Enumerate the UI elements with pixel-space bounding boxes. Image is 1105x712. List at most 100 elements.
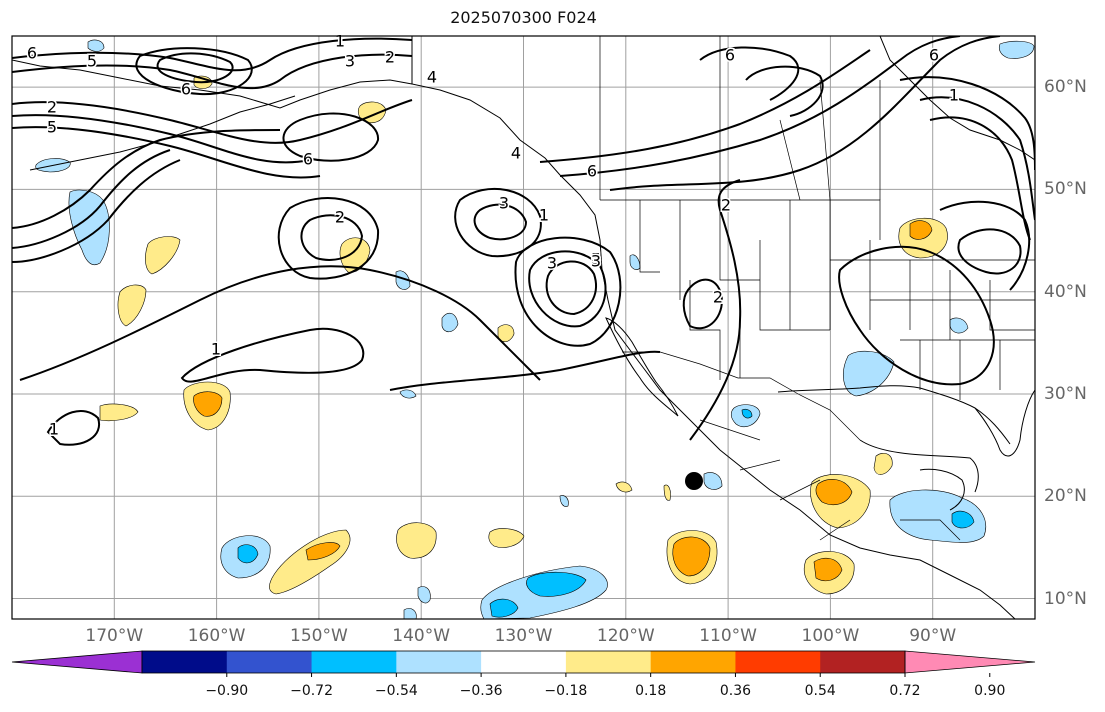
anomaly-patch bbox=[68, 189, 110, 266]
longitude-tick-label: 170°W bbox=[85, 626, 144, 646]
contour-label: 6 bbox=[27, 44, 37, 63]
anomaly-patch bbox=[417, 586, 431, 604]
colorbar-extend-low bbox=[11, 650, 143, 674]
colorbar-segment bbox=[650, 651, 736, 673]
anomaly-patch bbox=[909, 220, 933, 240]
contour-line bbox=[12, 114, 311, 164]
colorbar-tick-label: 0.72 bbox=[889, 683, 921, 699]
contour-label: 2 bbox=[721, 196, 731, 215]
latitude-tick-label: 20°N bbox=[1044, 486, 1087, 507]
state-lines bbox=[639, 200, 1035, 400]
anomaly-patch bbox=[526, 571, 587, 597]
chart-title: 2025070300 F024 bbox=[450, 8, 597, 27]
contour-line bbox=[12, 99, 413, 144]
colorbar bbox=[11, 650, 1036, 677]
colorbar-extend-high bbox=[904, 650, 1036, 674]
anomaly-patch bbox=[813, 557, 843, 582]
map-frame bbox=[11, 35, 1036, 620]
contour-line bbox=[609, 36, 1001, 191]
anomaly-patch bbox=[998, 40, 1035, 59]
anomaly-patch bbox=[741, 408, 753, 419]
latitude-tick-label: 60°N bbox=[1044, 77, 1087, 98]
anomaly-patch bbox=[489, 598, 519, 618]
florida bbox=[974, 389, 1035, 457]
contour-line bbox=[282, 112, 380, 162]
contour-label: 5 bbox=[87, 52, 97, 71]
anomaly-shading bbox=[35, 39, 1035, 619]
anomaly-patch bbox=[949, 317, 969, 334]
contour-line bbox=[919, 96, 1035, 221]
contour-line bbox=[180, 327, 365, 383]
colorbar-segment bbox=[311, 651, 397, 673]
contour-line bbox=[12, 159, 181, 263]
longitude-tick-label: 100°W bbox=[801, 626, 860, 646]
colorbar-segment bbox=[820, 651, 906, 673]
anomaly-patch bbox=[396, 522, 437, 559]
anomaly-patch bbox=[873, 453, 893, 475]
yucatan bbox=[919, 468, 965, 511]
contour-line bbox=[745, 65, 824, 117]
colorbar-tick-label: −0.36 bbox=[459, 683, 503, 699]
colorbar-tick-label: 0.54 bbox=[804, 683, 836, 699]
anomaly-patch bbox=[117, 284, 147, 327]
anomaly-patch bbox=[99, 403, 139, 422]
longitude-tick-label: 140°W bbox=[392, 626, 451, 646]
contour-line bbox=[12, 149, 171, 249]
colorbar-tick-label: −0.90 bbox=[205, 683, 249, 699]
colorbar-tick-label: 0.36 bbox=[719, 683, 752, 699]
contour-line bbox=[12, 126, 321, 179]
contour-label: 5 bbox=[47, 118, 57, 137]
longitude-tick-label: 120°W bbox=[596, 626, 655, 646]
contour-line bbox=[473, 203, 528, 241]
longitude-tick-label: 90°W bbox=[909, 626, 957, 646]
contour-line bbox=[559, 36, 961, 177]
contour-label: 5 bbox=[591, 250, 601, 269]
colorbar-frame bbox=[141, 650, 906, 674]
anomaly-patch bbox=[615, 481, 633, 493]
contour-line bbox=[699, 46, 800, 101]
contour-line bbox=[12, 53, 413, 90]
colorbar-segment bbox=[226, 651, 313, 673]
contour-label: 2 bbox=[335, 208, 345, 227]
anomaly-patch bbox=[559, 495, 569, 507]
contour-label: 3 bbox=[499, 194, 509, 213]
contour-label: 1 bbox=[211, 340, 221, 359]
longitude-tick-label: 130°W bbox=[494, 626, 553, 646]
latitude-tick-label: 50°N bbox=[1044, 179, 1087, 200]
anomaly-patch bbox=[395, 270, 411, 290]
anomaly-patch bbox=[145, 236, 181, 275]
anomaly-patch bbox=[889, 489, 986, 543]
us-mexico-border bbox=[622, 351, 861, 441]
alaska-coast bbox=[12, 59, 413, 109]
contour-line bbox=[46, 409, 101, 446]
contour-line bbox=[539, 49, 871, 163]
contour-lines bbox=[12, 36, 1035, 446]
colorbar-segment bbox=[565, 651, 652, 673]
anomaly-patch bbox=[193, 391, 223, 417]
colorbar-segment bbox=[735, 651, 821, 673]
anomaly-patch bbox=[399, 389, 417, 399]
latitude-tick-label: 40°N bbox=[1044, 281, 1087, 302]
contour-line bbox=[528, 250, 607, 328]
anomaly-patch bbox=[843, 350, 895, 397]
anomaly-patch bbox=[305, 542, 341, 561]
contour-label: 2 bbox=[47, 98, 57, 117]
colorbar-segment bbox=[481, 651, 567, 673]
colorbar-tick-label: −0.18 bbox=[544, 683, 588, 699]
anomaly-patch bbox=[441, 312, 459, 333]
colorbar-tick-label: −0.54 bbox=[374, 683, 418, 699]
longitude-tick-label: 110°W bbox=[699, 626, 757, 646]
contour-line bbox=[156, 52, 234, 84]
contour-label: 1 bbox=[539, 206, 549, 225]
location-marker bbox=[685, 472, 703, 490]
contour-line bbox=[389, 350, 661, 391]
anomaly-patch bbox=[951, 510, 975, 529]
anomaly-patch bbox=[403, 608, 417, 619]
contour-label: 6 bbox=[303, 150, 313, 169]
contour-line bbox=[545, 260, 597, 316]
mexico-states bbox=[699, 419, 961, 541]
longitude-tick-label: 150°W bbox=[290, 626, 348, 646]
contour-line bbox=[929, 116, 1031, 241]
contour-label: 1 bbox=[49, 420, 59, 439]
